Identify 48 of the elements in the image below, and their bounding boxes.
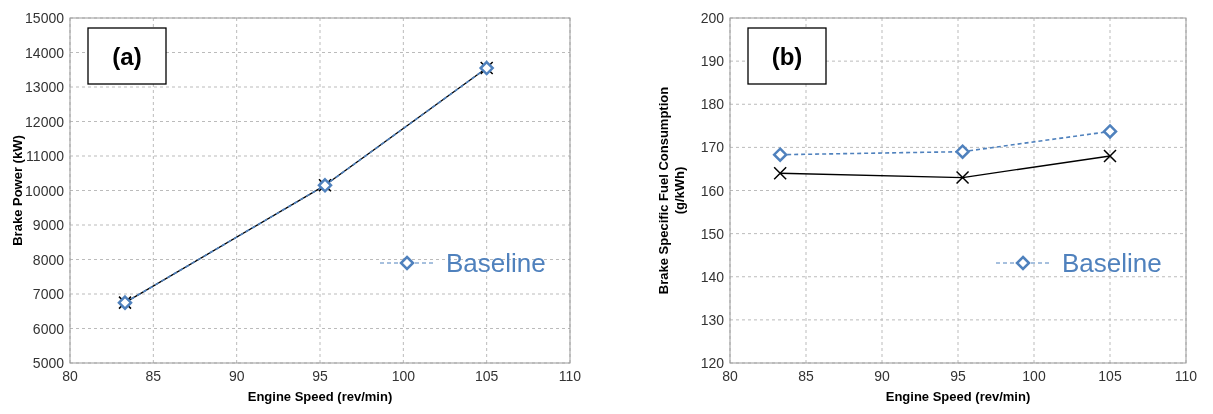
y-tick-label: 8000	[32, 251, 65, 268]
legend-label: Baseline	[446, 248, 546, 278]
x-tick-label: 80	[722, 368, 738, 384]
y-tick-label: 180	[700, 96, 725, 113]
x-axis-title: Engine Speed (rev/min)	[247, 389, 393, 404]
x-tick-label: 90	[228, 368, 245, 384]
y-tick-label: 130	[700, 311, 725, 328]
y-tick-label: 200	[700, 10, 725, 26]
y-tick-label: 6000	[32, 320, 65, 337]
x-tick-label: 95	[312, 368, 328, 384]
x-tick-label: 110	[1174, 368, 1198, 384]
point	[772, 147, 788, 162]
y-axis-title: Brake Specific Fuel Consumption (g/kWh)	[656, 86, 687, 295]
x-tick-label: 100	[1022, 368, 1046, 384]
x-tick-label: 105	[1098, 368, 1122, 384]
y-tick-label: 11000	[26, 148, 65, 164]
y-tick-label: 12000	[25, 113, 65, 130]
annotation: (b)	[771, 43, 803, 70]
y-tick-label: 120	[700, 355, 725, 371]
y-tick-label: 160	[700, 182, 725, 199]
y-axis-title: Brake Power (kW)	[10, 135, 25, 246]
x-tick-label: 110	[558, 368, 582, 384]
y-tick-label: 9000	[32, 217, 65, 233]
y-tick-label: 5000	[32, 355, 65, 371]
x-tick-label: 95	[950, 368, 966, 384]
x-tick-label: 105	[474, 368, 499, 384]
y-tick-label: 170	[700, 139, 725, 156]
point	[1103, 149, 1117, 163]
point	[955, 144, 970, 159]
x-tick-label: 85	[145, 368, 162, 384]
y-tick-label: 7000	[32, 286, 65, 302]
x-tick-label: 80	[62, 368, 78, 384]
point	[773, 166, 787, 180]
y-tick-label: 14000	[25, 44, 65, 61]
y-tick-label: 140	[700, 268, 725, 285]
annotation: (a)	[112, 43, 142, 70]
y-tick-label: 15000	[25, 10, 65, 26]
x-tick-label: 100	[391, 368, 416, 384]
y-tick-label: 190	[700, 53, 725, 70]
x-tick-label: 90	[874, 368, 890, 384]
y-tick-label: 150	[700, 225, 725, 242]
point	[955, 170, 970, 185]
legend-label: Baseline	[1062, 248, 1162, 278]
y-tick-label: 10000	[25, 182, 65, 199]
x-tick-label: 85	[798, 368, 814, 384]
point	[1102, 124, 1118, 139]
y-tick-label: 13000	[25, 79, 65, 95]
x-axis-title: Engine Speed (rev/min)	[885, 389, 1031, 404]
